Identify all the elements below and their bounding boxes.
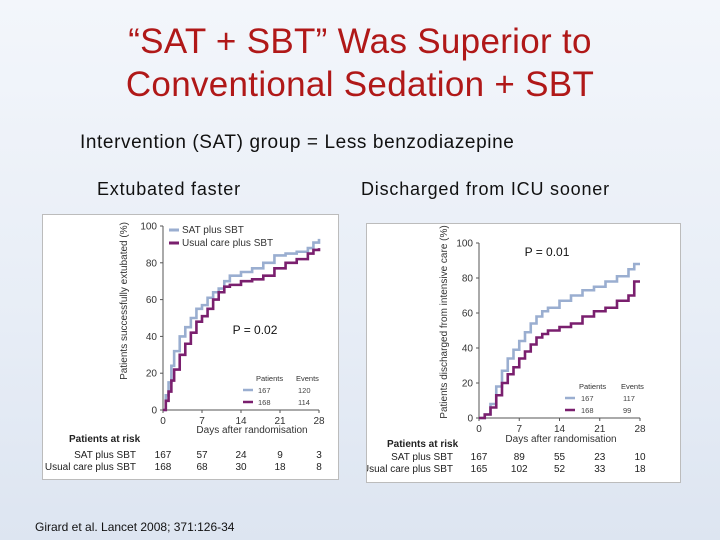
at-risk-value-usual: 8	[316, 462, 322, 473]
events-patients-usual: 168	[581, 406, 594, 415]
at-risk-value-usual: 18	[274, 462, 286, 473]
events-count-usual: 99	[623, 406, 631, 415]
events-count-usual: 114	[298, 398, 310, 407]
x-tick-label: 28	[313, 416, 325, 427]
legend: SAT plus SBT Usual care plus SBT	[169, 225, 273, 249]
at-risk-label-sat: SAT plus SBT	[74, 450, 136, 461]
legend-label-sat: SAT plus SBT	[182, 225, 244, 236]
y-axis-label: Patients discharged from intensive care …	[439, 225, 450, 418]
y-tick-label: 60	[462, 309, 474, 320]
at-risk-heading: Patients at risk	[69, 434, 141, 445]
at-risk-value-usual: 33	[594, 464, 606, 475]
at-risk-value-usual: 168	[155, 462, 172, 473]
at-risk-value-sat: 24	[235, 450, 247, 461]
axes: 0 20 40 60 80 100 0 7 14 21 28	[140, 222, 325, 428]
at-risk-value-usual: 18	[634, 464, 646, 475]
events-header-patients: Patients	[256, 374, 283, 383]
at-risk-value-usual: 165	[471, 464, 488, 475]
y-tick-label: 100	[456, 239, 473, 250]
x-tick-label: 7	[516, 424, 522, 435]
at-risk-value-sat: 167	[155, 450, 172, 461]
y-tick-label: 100	[140, 222, 157, 233]
at-risk-table: Patients at risk SAT plus SBT Usual care…	[45, 434, 322, 473]
at-risk-value-usual: 68	[196, 462, 208, 473]
x-tick-label: 0	[476, 424, 482, 435]
events-count-sat: 120	[298, 386, 311, 395]
y-tick-label: 40	[146, 332, 158, 343]
at-risk-table: Patients at risk SAT plus SBT Usual care…	[367, 439, 646, 475]
subtitle: Intervention (SAT) group = Less benzodia…	[80, 132, 515, 153]
citation: Girard et al. Lancet 2008; 371:126-34	[35, 520, 235, 534]
x-tick-label: 21	[594, 424, 606, 435]
events-count-sat: 117	[623, 394, 635, 403]
at-risk-value-sat: 3	[316, 450, 322, 461]
y-tick-label: 80	[462, 274, 474, 285]
events-table: Patients Events 167 117 168 99	[565, 382, 644, 415]
x-tick-label: 21	[274, 416, 286, 427]
y-tick-label: 0	[151, 406, 157, 417]
at-risk-value-sat: 55	[554, 452, 566, 463]
at-risk-value-sat: 9	[277, 450, 283, 461]
y-tick-label: 20	[462, 379, 474, 390]
y-tick-label: 60	[146, 295, 158, 306]
series-line-usual	[163, 248, 321, 412]
series-line-usual	[479, 280, 640, 420]
p-value: P = 0.01	[525, 245, 570, 259]
x-axis-label: Days after randomisation	[196, 425, 307, 436]
extubation-chart-panel: SAT plus SBT Usual care plus SBT Patient…	[42, 214, 339, 480]
events-header-events: Events	[621, 382, 644, 391]
events-table: Patients Events 167 120 168 114	[243, 374, 319, 407]
at-risk-heading: Patients at risk	[387, 439, 459, 450]
at-risk-label-usual: Usual care plus SBT	[367, 464, 453, 475]
y-tick-label: 80	[146, 258, 158, 269]
p-value: P = 0.02	[233, 323, 278, 337]
at-risk-label-sat: SAT plus SBT	[391, 452, 453, 463]
title-line-2: Conventional Sedation + SBT	[125, 65, 595, 104]
events-patients-sat: 167	[581, 394, 594, 403]
y-axis-label: Patients successfully extubated (%)	[119, 222, 130, 380]
at-risk-value-sat: 10	[634, 452, 646, 463]
events-patients-sat: 167	[258, 386, 271, 395]
legend-label-usual: Usual care plus SBT	[182, 238, 273, 249]
x-axis-label: Days after randomisation	[505, 434, 616, 445]
slide-title: “SAT + SBT” Was Superior to Conventional…	[0, 20, 720, 106]
y-tick-label: 40	[462, 344, 474, 355]
at-risk-value-sat: 167	[471, 452, 488, 463]
events-header-patients: Patients	[579, 382, 606, 391]
left-chart-label: Extubated faster	[97, 179, 241, 199]
at-risk-value-sat: 57	[196, 450, 208, 461]
at-risk-value-usual: 30	[235, 462, 247, 473]
axes: 0 20 40 60 80 100 0 7 14 21 28	[456, 239, 646, 436]
events-patients-usual: 168	[258, 398, 271, 407]
x-tick-label: 28	[634, 424, 646, 435]
x-tick-label: 7	[199, 416, 205, 427]
at-risk-label-usual: Usual care plus SBT	[45, 462, 136, 473]
events-header-events: Events	[296, 374, 319, 383]
y-tick-label: 20	[146, 369, 158, 380]
y-tick-label: 0	[467, 414, 473, 425]
x-tick-label: 14	[235, 416, 247, 427]
x-tick-label: 0	[160, 416, 166, 427]
at-risk-value-usual: 52	[554, 464, 566, 475]
right-chart-label: Discharged from ICU sooner	[361, 179, 610, 199]
x-tick-label: 14	[554, 424, 566, 435]
at-risk-values: 167 89 55 23 10 165 102 52 33 18	[471, 452, 646, 475]
series-lines	[479, 262, 640, 420]
icu-discharge-chart: Patients discharged from intensive care …	[367, 225, 646, 475]
at-risk-value-sat: 23	[594, 452, 606, 463]
extubation-chart: SAT plus SBT Usual care plus SBT Patient…	[45, 222, 325, 474]
at-risk-values: 167 57 24 9 3 168 68 30 18 8	[155, 450, 323, 473]
series-lines	[163, 238, 321, 412]
title-line-1: “SAT + SBT” Was Superior to	[128, 22, 592, 61]
at-risk-value-sat: 89	[514, 452, 526, 463]
at-risk-value-usual: 102	[511, 464, 528, 475]
icu-discharge-chart-panel: Patients discharged from intensive care …	[366, 223, 681, 483]
